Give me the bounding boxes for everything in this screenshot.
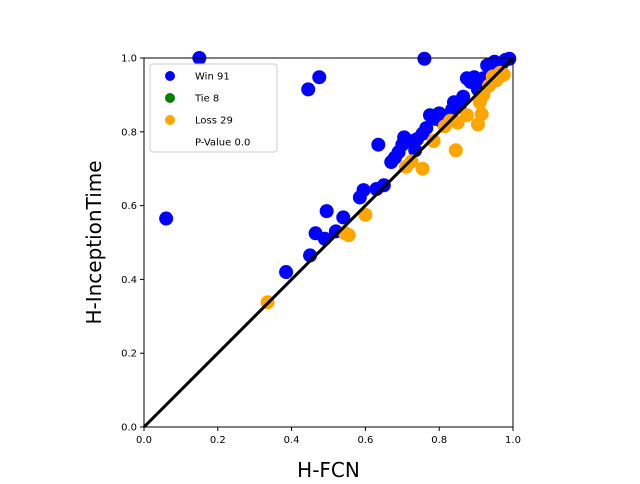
data-point-0-15 [371, 137, 386, 152]
y-tick-label-1: 0.2 [121, 349, 137, 360]
x-tick-label-1: 0.2 [210, 435, 226, 446]
x-tick-label-4: 0.8 [431, 435, 447, 446]
y-tick-label-5: 1.0 [121, 54, 137, 65]
data-point-2-15 [474, 107, 489, 122]
data-point-2-2 [341, 228, 356, 243]
data-point-0-3 [312, 70, 327, 85]
y-tick-label-3: 0.6 [121, 201, 137, 212]
y-tick-label-4: 0.8 [121, 127, 137, 138]
data-point-0-9 [319, 204, 334, 219]
data-point-0-0 [159, 211, 174, 226]
y-tick-label-2: 0.4 [121, 275, 137, 286]
data-point-0-5 [279, 265, 294, 280]
data-point-0-26 [419, 121, 434, 136]
data-point-0-13 [356, 183, 371, 198]
legend-label-2: Loss 29 [195, 116, 233, 127]
legend-box [149, 63, 278, 153]
y-tick-label-0: 0.0 [121, 423, 137, 434]
x-tick-label-2: 0.4 [284, 435, 300, 446]
legend-label-0: Win 91 [195, 72, 230, 83]
x-tick-label-3: 0.6 [357, 435, 373, 446]
data-point-0-4 [417, 51, 432, 66]
data-point-2-3 [358, 207, 373, 222]
legend-marker-2 [165, 115, 175, 125]
legend-marker-0 [165, 71, 175, 81]
data-point-2-12 [459, 108, 474, 123]
x-axis-title: H-FCN [297, 458, 360, 480]
x-tick-label-0: 0.0 [136, 435, 152, 446]
data-point-0-35 [456, 89, 471, 104]
data-point-2-21 [496, 67, 511, 82]
legend: Win 91 Tie 8 Loss 29 P-Value 0.0 [149, 63, 278, 153]
data-point-2-7 [426, 134, 441, 149]
x-axis: 0.0 0.2 0.4 0.6 0.8 1.0 [136, 427, 521, 446]
y-axis: 0.0 0.2 0.4 0.6 0.8 1.0 [121, 54, 144, 434]
data-point-2-6 [415, 161, 430, 176]
x-tick-label-5: 1.0 [505, 435, 521, 446]
data-point-2-10 [448, 143, 463, 158]
legend-marker-1 [165, 93, 175, 103]
data-point-0-11 [336, 210, 351, 225]
legend-label-3: P-Value 0.0 [195, 138, 250, 149]
diagonal-reference-line [142, 56, 515, 429]
plot-frame [143, 57, 514, 428]
data-point-0-2 [301, 82, 316, 97]
y-axis-title: H-InceptionTime [82, 160, 106, 324]
legend-label-1: Tie 8 [194, 94, 219, 105]
